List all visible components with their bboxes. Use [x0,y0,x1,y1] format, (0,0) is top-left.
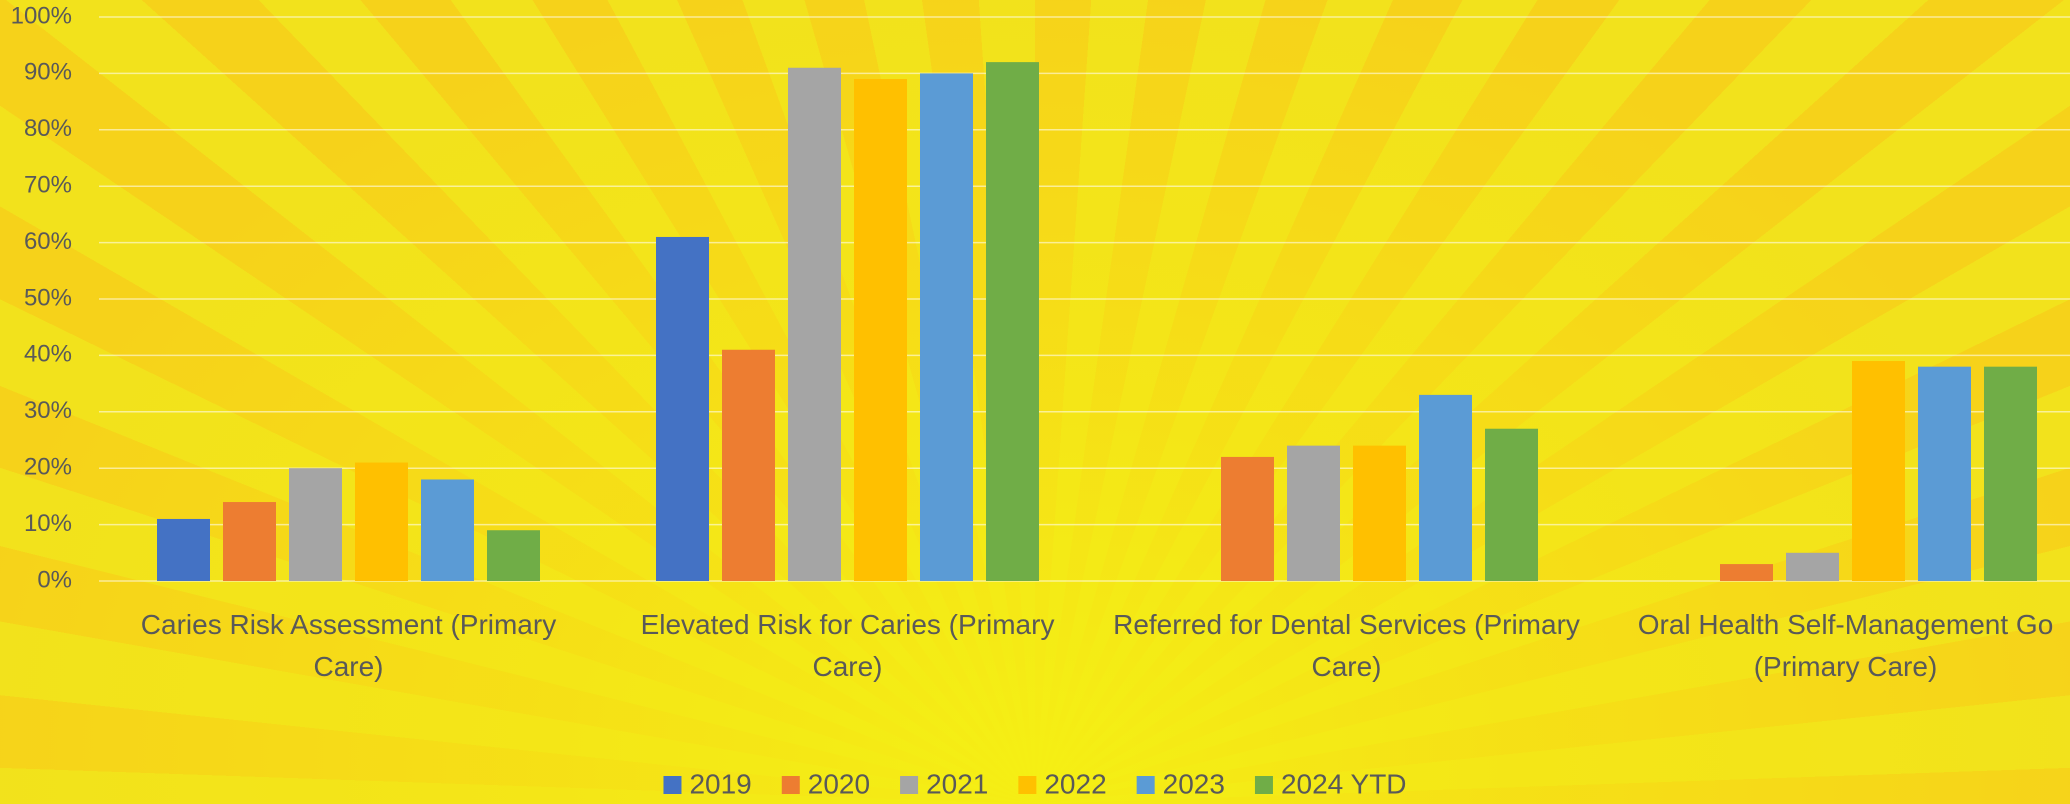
bar [223,502,276,581]
legend-label: 2022 [1044,768,1106,799]
x-tick-label: Oral Health Self-Management Go (Primary … [1606,604,2070,688]
legend-label: 2020 [808,768,870,799]
bar [656,237,709,581]
bar [1419,395,1472,581]
bar [1221,457,1274,581]
bar [1984,367,2037,581]
bar [920,73,973,581]
bar [487,530,540,581]
legend-swatch [1137,776,1155,794]
bar [722,350,775,581]
bar [355,463,408,581]
legend-swatch [782,776,800,794]
legend-label: 2024 YTD [1281,768,1407,799]
bar [1918,367,1971,581]
bar [421,479,474,581]
legend-swatch [1018,776,1036,794]
y-tick-label: 90% [24,59,72,86]
bar [289,468,342,581]
bar [1786,553,1839,581]
legend-label: 2023 [1163,768,1225,799]
y-tick-label: 20% [24,454,72,481]
x-tick-label: Elevated Risk for Caries (Primary Care) [608,604,1087,688]
chart: 0% 10% 20% 30% 40% 50% 60% 70% 80% 90% 100% 2019 202… [0,0,2070,804]
bar [1852,361,1905,581]
y-tick-label: 40% [24,341,72,368]
bar [1287,446,1340,581]
bar [1720,564,1773,581]
bar [986,62,1039,581]
bar [1485,429,1538,581]
legend-label: 2019 [689,768,751,799]
y-tick-label: 100% [11,2,72,29]
bar [157,519,210,581]
legend-label: 2021 [926,768,988,799]
y-tick-label: 0% [37,566,72,593]
x-tick-label: Caries Risk Assessment (Primary Care) [109,604,588,688]
legend-swatch [663,776,681,794]
bar [1353,446,1406,581]
y-tick-label: 10% [24,510,72,537]
y-tick-label: 50% [24,284,72,311]
y-tick-label: 80% [24,115,72,142]
y-tick-label: 30% [24,397,72,424]
y-tick-label: 60% [24,228,72,255]
bar [788,68,841,581]
y-tick-label: 70% [24,172,72,199]
legend-swatch [900,776,918,794]
legend-swatch [1255,776,1273,794]
bar [854,79,907,581]
x-tick-label: Referred for Dental Services (Primary Ca… [1107,604,1586,688]
